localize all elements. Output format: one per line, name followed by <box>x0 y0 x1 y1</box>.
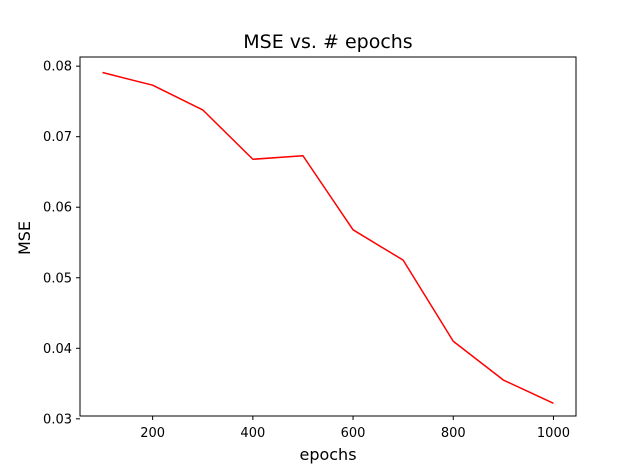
y-tick-label: 0.03 <box>43 412 72 427</box>
y-tick-label: 0.05 <box>43 271 72 286</box>
x-tick-label: 400 <box>240 426 265 441</box>
y-tick-label: 0.07 <box>43 130 72 145</box>
y-axis-label: MSE <box>15 221 34 255</box>
x-tick-label: 200 <box>140 426 165 441</box>
chart-title: MSE vs. # epochs <box>243 31 412 53</box>
x-axis-label: epochs <box>299 445 356 464</box>
y-tick-label: 0.06 <box>43 201 72 216</box>
x-tick-label: 800 <box>441 426 466 441</box>
x-tick-label: 600 <box>341 426 366 441</box>
y-tick-label: 0.04 <box>43 342 72 357</box>
x-tick-label: 1000 <box>537 426 570 441</box>
y-tick-label: 0.08 <box>43 60 72 75</box>
